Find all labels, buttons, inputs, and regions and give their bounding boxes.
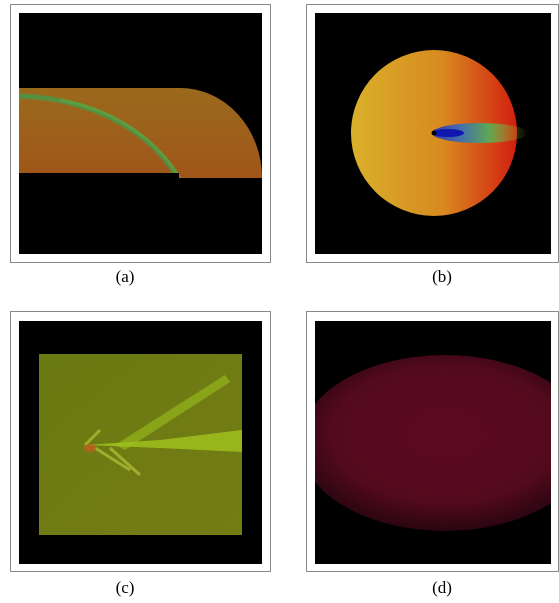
panel-d bbox=[300, 312, 559, 572]
caption: (d) bbox=[432, 578, 452, 597]
panel-a bbox=[11, 5, 271, 263]
caption: (a) bbox=[116, 267, 135, 286]
caption: (c) bbox=[116, 578, 135, 597]
figure: (a) (b) (c) (d) bbox=[0, 0, 559, 603]
caption: (b) bbox=[432, 267, 452, 286]
panel-b bbox=[307, 5, 559, 263]
panel-c bbox=[11, 312, 271, 572]
